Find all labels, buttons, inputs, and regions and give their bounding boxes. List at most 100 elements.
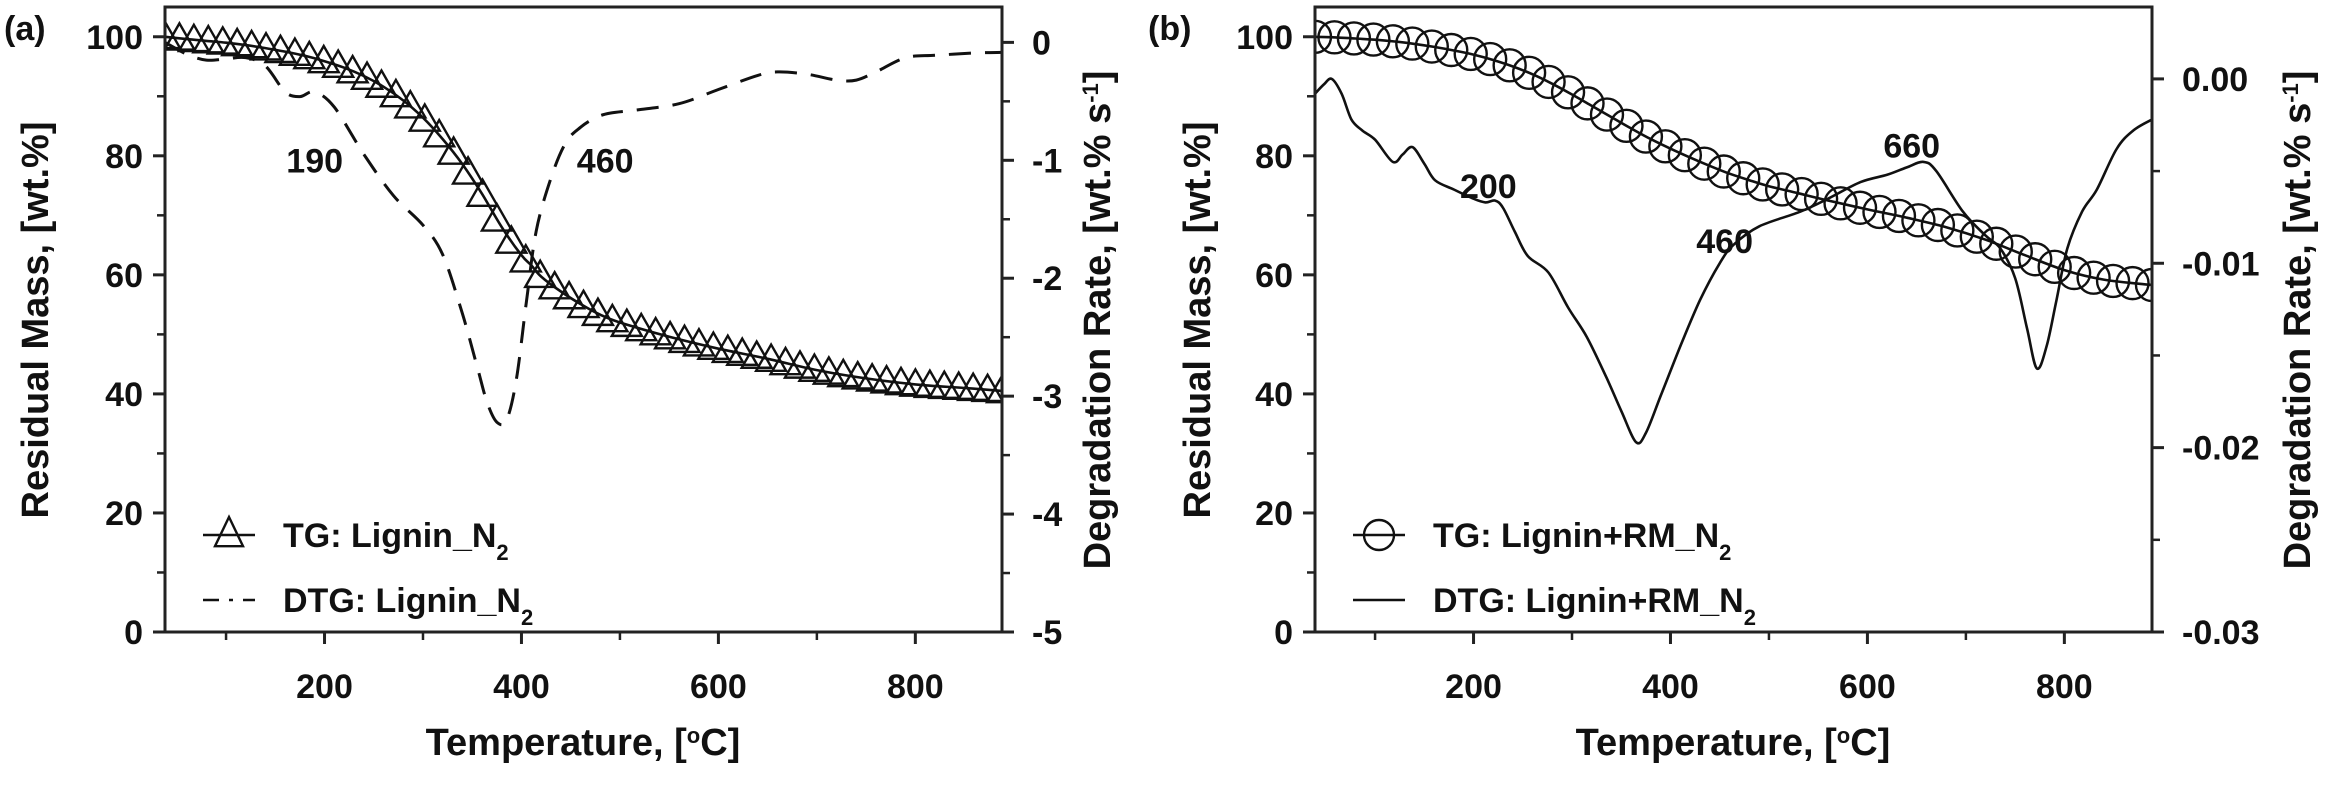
data-point-circle <box>1823 186 1858 221</box>
data-point-circle <box>1920 207 1956 243</box>
tick-group: 200 400 600 800 0 20 40 60 80 100 0 -1 -2 -3 -4 -5 <box>86 19 1062 706</box>
data-point-circle <box>2095 263 2131 299</box>
peak-annotation: 460 <box>577 142 634 180</box>
plot-frame <box>163 5 1004 634</box>
data-point-circle <box>1979 226 2014 261</box>
x-tick-label: 200 <box>1445 668 1502 706</box>
y2-tick-label: 0 <box>1032 24 1051 62</box>
y2-axis-title: Degradation Rate, [wt.% s-1] <box>2277 71 2319 570</box>
data-point-triangle <box>523 258 558 289</box>
data-point-circle <box>2076 260 2111 295</box>
data-point-circle <box>1492 48 1527 83</box>
y-tick-label: 0 <box>124 614 143 652</box>
tick-group: 200 400 600 800 0 20 40 60 80 100 0.00 -0.01 -0.02 -0… <box>1236 19 2259 706</box>
plot-area <box>165 19 1002 427</box>
y2-axis-title: Degradation Rate, [wt.% s-1] <box>1077 71 1119 570</box>
data-point-triangle <box>292 39 327 70</box>
legend-label: DTG: Lignin+RM_N2 <box>1433 582 1756 630</box>
series-line-dtg <box>165 41 1002 427</box>
data-point-circle <box>1687 146 1722 181</box>
peak-annotation: 660 <box>1883 127 1940 165</box>
data-point-circle <box>1589 97 1625 132</box>
data-point-circle <box>1881 198 1917 234</box>
y2-tick-label: 0.00 <box>2182 61 2248 99</box>
data-point-triangle <box>653 319 688 350</box>
legend: TG: Lignin+RM_N2 DTG: Lignin+RM_N2 <box>1353 517 1756 630</box>
data-point-circle <box>1336 21 1372 56</box>
data-point-circle <box>1550 75 1586 110</box>
data-point-triangle <box>768 345 803 376</box>
peak-annotation: 190 <box>286 142 343 180</box>
data-point-triangle <box>465 177 500 207</box>
data-point-triangle <box>450 154 486 185</box>
data-point-triangle <box>624 311 659 342</box>
data-point-triangle <box>537 269 572 300</box>
data-point-circle <box>1842 190 1878 225</box>
data-point-circle <box>1667 138 1703 173</box>
data-point-triangle <box>667 323 702 354</box>
data-point-circle <box>1862 194 1897 230</box>
y-tick-label: 40 <box>1255 376 1293 414</box>
x-axis-title: Temperature, [oC] <box>426 722 741 764</box>
data-point-circle <box>1317 20 1352 55</box>
legend-item: TG: Lignin_N2 <box>203 514 509 565</box>
legend-item: TG: Lignin+RM_N2 <box>1353 517 1731 565</box>
data-point-circle <box>1609 108 1644 144</box>
data-point-triangle <box>335 53 370 84</box>
y-tick-label: 60 <box>105 257 143 295</box>
data-point-triangle <box>364 68 399 98</box>
data-point-triangle <box>494 224 529 254</box>
data-point-triangle <box>407 102 442 132</box>
y2-tick-label: -0.03 <box>2182 614 2260 652</box>
data-point-circle <box>2056 255 2092 291</box>
data-point-circle <box>2037 249 2072 285</box>
data-point-circle <box>1453 36 1488 72</box>
y-axis-title: Residual Mass, [wt.%] <box>1177 122 1219 519</box>
data-point-circle <box>1940 213 1975 248</box>
data-point-circle <box>1901 203 1936 238</box>
legend-triangle-icon <box>213 514 245 548</box>
data-point-circle <box>1648 129 1683 164</box>
y-tick-label: 20 <box>1255 495 1293 533</box>
data-point-triangle <box>321 48 356 78</box>
legend-label: DTG: Lignin_N2 <box>283 582 533 630</box>
data-point-circle <box>1531 64 1566 100</box>
data-point-triangle <box>580 296 615 327</box>
data-point-circle <box>1472 41 1508 77</box>
x-tick-label: 800 <box>2036 668 2093 706</box>
data-point-triangle <box>638 315 673 346</box>
y2-tick-label: -0.02 <box>2182 430 2260 468</box>
x-tick-label: 600 <box>690 668 747 706</box>
data-point-triangle <box>566 288 601 319</box>
data-point-triangle <box>984 373 1002 404</box>
chart-panel-b: (b) 200 400 600 800 0 20 40 60 80 100 0.00 -0.01 -0.… <box>1148 5 2319 764</box>
data-point-triangle <box>436 135 471 165</box>
data-point-triangle <box>306 43 341 74</box>
data-point-circle <box>1998 234 2033 269</box>
y2-tick-label: -1 <box>1032 142 1062 180</box>
y-tick-label: 60 <box>1255 257 1293 295</box>
data-point-circle <box>2018 242 2053 277</box>
x-tick-label: 600 <box>1839 668 1896 706</box>
data-point-triangle <box>609 307 644 338</box>
data-point-circle <box>1511 55 1547 90</box>
y2-tick-label: -0.01 <box>2182 245 2260 283</box>
data-point-circle <box>1726 161 1761 196</box>
y-tick-label: 100 <box>86 19 143 57</box>
y-tick-label: 20 <box>105 495 143 533</box>
data-point-triangle <box>422 117 457 148</box>
data-point-circle <box>1959 219 1995 254</box>
data-point-circle <box>1395 26 1430 61</box>
panel-label: (b) <box>1148 10 1191 48</box>
legend: TG: Lignin_N2 DTG: Lignin_N2 <box>203 514 533 630</box>
series-line-dtg <box>1315 77 2152 445</box>
data-point-triangle <box>552 279 587 310</box>
data-point-circle <box>1803 181 1839 217</box>
peak-annotation: 460 <box>1696 223 1753 261</box>
data-point-circle <box>1375 24 1411 59</box>
y2-tick-label: -4 <box>1032 496 1062 534</box>
legend-label: TG: Lignin+RM_N2 <box>1433 517 1731 565</box>
y-tick-label: 100 <box>1236 19 1293 57</box>
